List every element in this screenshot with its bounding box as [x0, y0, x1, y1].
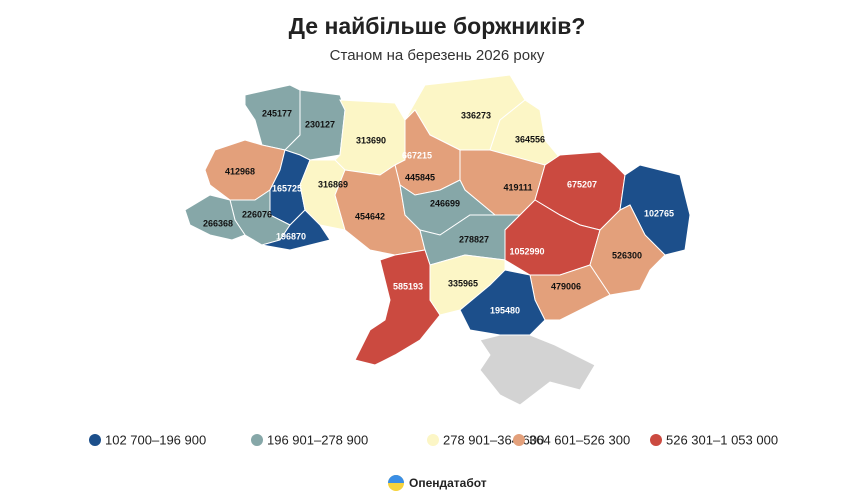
region-value: 526300 [612, 250, 642, 260]
region-value: 316869 [318, 179, 348, 189]
legend-label: 364 601–526 300 [529, 432, 630, 447]
region-value: 585193 [393, 281, 423, 291]
region-value: 278827 [459, 234, 489, 244]
legend-swatch [251, 434, 263, 446]
value-labels: 245177 230127 313690 336273 364556 667215 4129… [203, 108, 674, 315]
crimea [479, 334, 596, 406]
region-value: 196870 [276, 231, 306, 241]
region [261, 209, 331, 251]
region-value: 195480 [490, 305, 520, 315]
logo-icon-top [388, 475, 404, 483]
region [184, 194, 246, 241]
region-value: 313690 [356, 135, 386, 145]
region-value: 1052990 [509, 246, 544, 256]
region [459, 269, 546, 336]
legend-label: 196 901–278 900 [267, 432, 368, 447]
region-value: 102765 [644, 208, 674, 218]
legend-swatch [427, 434, 439, 446]
legend-swatch [650, 434, 662, 446]
legend-label: 102 700–196 900 [105, 432, 206, 447]
region-value: 364556 [515, 134, 545, 144]
region-value: 245177 [262, 108, 292, 118]
region-value: 336273 [461, 110, 491, 120]
region-value: 226076 [242, 209, 272, 219]
region [354, 249, 441, 366]
regions [184, 74, 691, 366]
legend-swatch [513, 434, 525, 446]
region-value: 419111 [503, 182, 532, 192]
subtitle: Станом на березень 2026 року [330, 47, 545, 64]
region-value: 165725 [272, 183, 302, 193]
region-value: 454642 [355, 211, 385, 221]
region-value: 230127 [305, 119, 335, 129]
region-value: 335965 [448, 278, 478, 288]
source: Опендатабот [409, 476, 487, 490]
legend-label: 526 301–1 053 000 [666, 432, 778, 447]
legend-swatch [89, 434, 101, 446]
region-value: 246699 [430, 198, 460, 208]
region-value: 412968 [225, 166, 255, 176]
region-value: 667215 [402, 150, 432, 160]
region-value: 675207 [567, 179, 597, 189]
title: Де найбільше боржників? [289, 13, 586, 39]
logo: Опендатабот [388, 475, 487, 491]
region-value: 445845 [405, 172, 435, 182]
legend: 102 700–196 900 196 901–278 900 278 901–36… [89, 432, 778, 447]
region [589, 204, 666, 296]
region-value: 266368 [203, 218, 233, 228]
region-value: 479006 [551, 281, 581, 291]
